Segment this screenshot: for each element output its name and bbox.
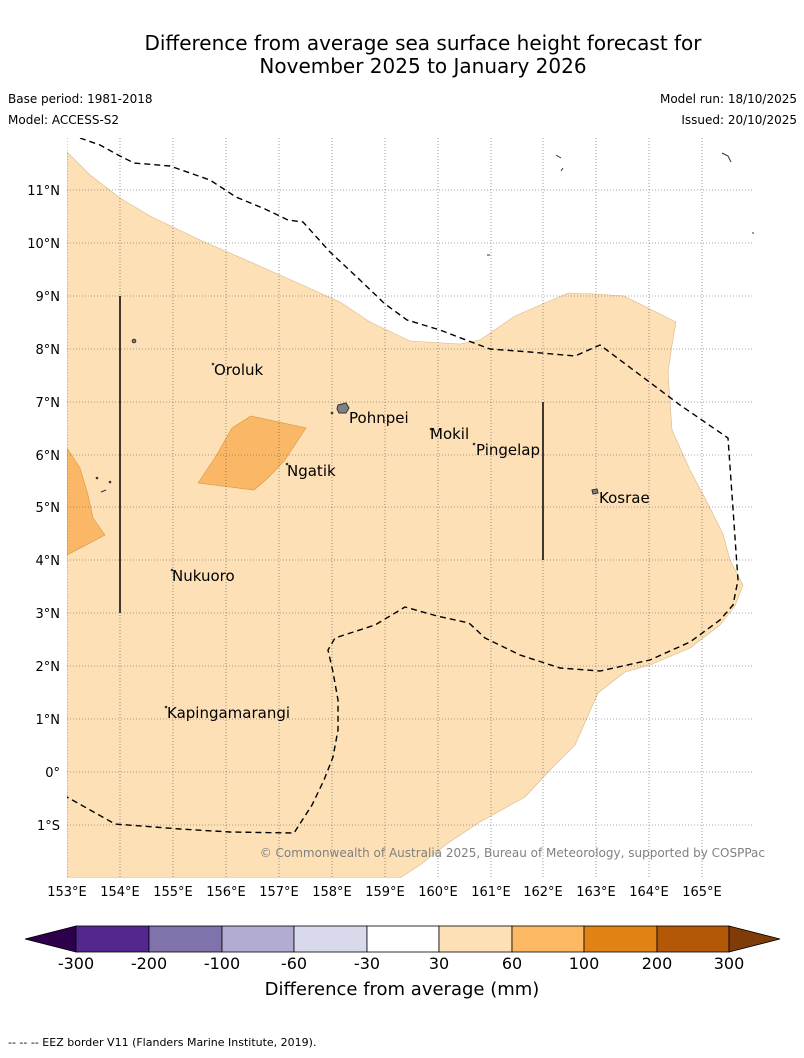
place-kosrae: Kosrae [599, 489, 650, 507]
islet-kapinga [164, 705, 168, 709]
colorbar-bin [438, 925, 513, 953]
colorbar-tick: -60 [281, 954, 307, 973]
anomaly-patch-ngatik [197, 415, 307, 491]
lat-label: 3°N [36, 607, 61, 622]
colorbar-tick: 30 [429, 954, 449, 973]
eez-border [67, 138, 739, 834]
lat-label: 1°S [37, 819, 60, 834]
islet-ngatik [285, 462, 289, 466]
place-ngatik: Ngatik [287, 462, 336, 480]
islet-west [131, 338, 137, 344]
model-name: Model: ACCESS-S2 [8, 113, 120, 127]
lon-label: 155°E [153, 885, 193, 900]
islet-oroluk [211, 362, 215, 366]
islet-nukuoro [170, 568, 174, 572]
map-area [67, 138, 754, 878]
colorbar: -300 -200 -100 -60 -30 30 60 100 200 300… [24, 925, 781, 1000]
colorbar-title: Difference from average (mm) [265, 979, 540, 1000]
lon-label: 162°E [523, 885, 563, 900]
colorbar-tick: -30 [354, 954, 380, 973]
lat-label: 1°N [36, 713, 61, 728]
place-oroluk: Oroluk [214, 361, 263, 379]
colorbar-tick: -100 [204, 954, 240, 973]
title-line-1: Difference from average sea surface heig… [144, 31, 702, 55]
anomaly-region-30-60 [67, 151, 744, 878]
lon-label: 165°E [682, 885, 722, 900]
lon-label: 160°E [418, 885, 458, 900]
lon-label: 159°E [365, 885, 405, 900]
islet-f [721, 152, 732, 163]
pohnpei-island [336, 402, 350, 414]
longitude-labels: 153°E 154°E 155°E 156°E 157°E 158°E 159°… [47, 885, 722, 900]
issued-date: Issued: 20/10/2025 [681, 113, 797, 127]
lat-label: 8°N [36, 343, 61, 358]
colorbar-low-extend [24, 925, 77, 953]
lon-label: 158°E [312, 885, 352, 900]
colorbar-tick: 300 [714, 954, 745, 973]
colorbar-bin [511, 925, 585, 953]
lon-label: 164°E [629, 885, 669, 900]
lon-label: 153°E [47, 885, 87, 900]
islet-d [555, 154, 562, 159]
colorbar-bin [293, 925, 368, 953]
copyright-notice: © Commonwealth of Australia 2025, Bureau… [260, 846, 765, 860]
lat-label: 0° [45, 766, 60, 781]
colorbar-bin [583, 925, 658, 953]
islet-ant [330, 411, 334, 415]
title-line-2: November 2025 to January 2026 [259, 54, 587, 78]
colorbar-high-extend [728, 925, 781, 953]
anomaly-patch-west [67, 447, 106, 556]
lat-label: 4°N [36, 554, 61, 569]
colorbar-tick: -300 [58, 954, 94, 973]
islet-a [95, 476, 99, 480]
colorbar-bin [75, 925, 150, 953]
islet-c [100, 489, 107, 493]
islet-e [560, 167, 564, 172]
model-run-date: Model run: 18/10/2025 [659, 92, 797, 106]
lat-label: 2°N [36, 660, 61, 675]
eez-legend-note: -- -- -- EEZ border V11 (Flanders Marine… [8, 1036, 317, 1049]
map-title: Difference from average sea surface heig… [0, 32, 804, 78]
place-pingelap: Pingelap [476, 441, 540, 459]
colorbar-tick: 200 [642, 954, 673, 973]
lat-label: 5°N [36, 501, 61, 516]
place-labels: Oroluk Pohnpei Mokil Pingelap Ngatik Kos… [167, 361, 650, 722]
lon-label: 161°E [471, 885, 511, 900]
kosrae-island [591, 488, 599, 495]
colorbar-bin [656, 925, 730, 953]
base-period: Base period: 1981-2018 [8, 92, 153, 106]
lat-label: 11°N [27, 184, 60, 199]
colorbar-tick: 100 [569, 954, 600, 973]
lat-label: 9°N [36, 290, 61, 305]
colorbar-bin [366, 925, 440, 953]
colorbar-tick: 60 [502, 954, 522, 973]
islet-pingelap [472, 442, 476, 446]
lat-label: 7°N [36, 396, 61, 411]
lat-label: 10°N [27, 237, 60, 252]
place-mokil: Mokil [430, 425, 469, 443]
colorbar-bin [221, 925, 295, 953]
lon-label: 154°E [100, 885, 140, 900]
lon-label: 156°E [206, 885, 246, 900]
islet-mokil [429, 427, 433, 431]
place-nukuoro: Nukuoro [172, 567, 235, 585]
lon-label: 157°E [259, 885, 299, 900]
islet-b [108, 480, 112, 484]
latitude-labels: 11°N 10°N 9°N 8°N 7°N 6°N 5°N 4°N 3°N 2°… [27, 184, 60, 834]
colorbar-tick: -200 [131, 954, 167, 973]
place-pohnpei: Pohnpei [349, 409, 409, 427]
lat-label: 6°N [36, 449, 61, 464]
islands [95, 152, 754, 709]
lon-label: 163°E [576, 885, 616, 900]
colorbar-bin [148, 925, 223, 953]
place-kapingamarangi: Kapingamarangi [167, 704, 290, 722]
